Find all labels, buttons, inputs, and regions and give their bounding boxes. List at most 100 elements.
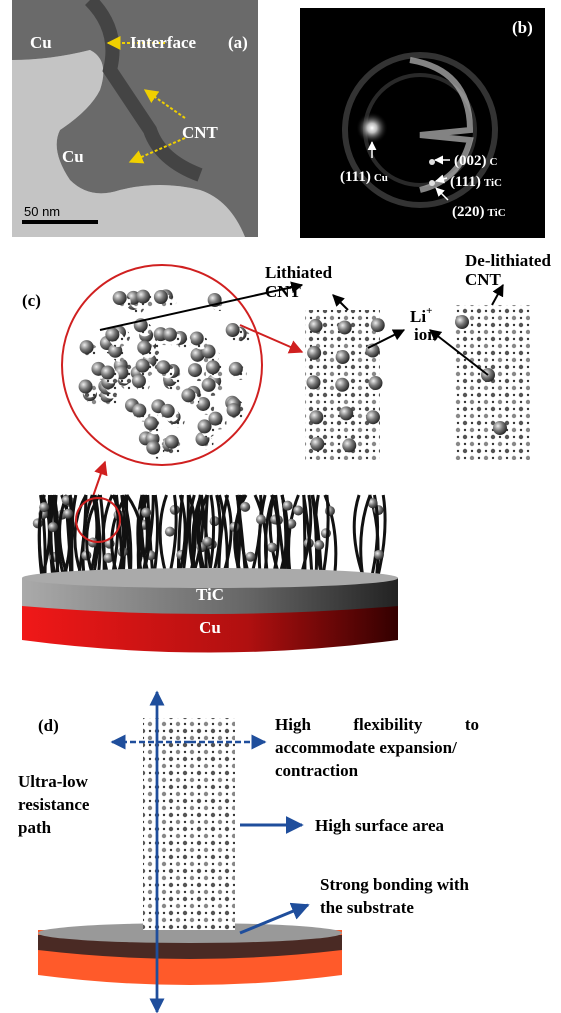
li-ion (39, 502, 49, 512)
label: Strong bonding with the substrate (320, 875, 470, 917)
li: Li (410, 307, 426, 326)
phase: C (490, 156, 498, 168)
li-ion (371, 318, 385, 332)
index: (220) (452, 204, 485, 220)
cnt-strand (209, 495, 213, 575)
li-ion (105, 328, 119, 342)
label: Cu (199, 618, 221, 637)
li-ion (113, 291, 127, 305)
spot-label: (111)TiC (450, 174, 502, 190)
li-ion (203, 537, 213, 547)
phase: TiC (484, 177, 502, 189)
charge: + (426, 305, 432, 317)
li-ion (336, 350, 350, 364)
li-ion (455, 315, 469, 329)
li-ion (165, 527, 175, 537)
li-ion (307, 346, 321, 360)
li-ion (79, 380, 93, 394)
li-ion (226, 323, 240, 337)
li-ion (369, 376, 383, 390)
cnt-strand (154, 495, 157, 575)
delithiated-cnt (455, 305, 530, 460)
li-ion (188, 363, 202, 377)
li-ion (339, 406, 353, 420)
phase: TiC (488, 207, 506, 219)
cnt-strand (361, 495, 370, 575)
line: contraction (275, 761, 359, 780)
li-ion (245, 552, 255, 562)
label: Interface (130, 33, 197, 52)
index: (111) (340, 169, 371, 185)
line: CNT (465, 270, 502, 289)
li-ion (190, 331, 204, 345)
li-ion (63, 509, 73, 519)
line: path (18, 818, 52, 837)
line: De-lithiated (465, 251, 551, 270)
li-ion (161, 404, 175, 418)
cnt-strand (206, 495, 208, 575)
label: ion (414, 325, 437, 344)
spot (429, 180, 435, 186)
spot (356, 112, 388, 144)
li-ion (141, 508, 151, 518)
li-ion (229, 362, 243, 376)
li-ion (227, 403, 241, 417)
label: Ultra-low resistance path (18, 772, 90, 837)
li-ion (314, 540, 324, 550)
line: CNT (265, 282, 302, 301)
li-ion (335, 378, 349, 392)
label: LithiatedCNT (265, 263, 333, 301)
scale-label: 50 nm (24, 204, 60, 219)
li-ion (206, 360, 220, 374)
arrow (333, 295, 348, 310)
line: Lithiated (265, 263, 333, 282)
li-ion (132, 374, 146, 388)
li-ion (144, 416, 158, 430)
li-ion (256, 515, 266, 525)
panel-b: (b) (111)Cu (002)C (111)TiC (220)TiC (300, 8, 545, 238)
spot-label: (111)Cu (340, 169, 388, 185)
li-ion (163, 328, 177, 342)
li-ion (342, 438, 356, 452)
li-ion (80, 340, 94, 354)
panel-a: Cu Interface (a) CNT Cu 50 nm (12, 0, 258, 237)
line: resistance (18, 795, 90, 814)
li-ion (309, 410, 323, 424)
label: High flexibility toaccommodate expansion… (275, 715, 479, 780)
line: accommodate expansion/ (275, 738, 457, 757)
li-ion (154, 290, 168, 304)
li-ion (240, 502, 250, 512)
label: Cu (30, 33, 52, 52)
li-ion (48, 522, 58, 532)
line: Ultra-low (18, 772, 89, 791)
li-ion (293, 506, 303, 516)
li-ion (267, 542, 277, 552)
li-ion (283, 501, 293, 511)
spot (429, 159, 435, 165)
li-ion (132, 403, 146, 417)
li-ion (338, 320, 352, 334)
li-ion (202, 378, 216, 392)
cnt-strand (160, 495, 166, 575)
cnt-forest (33, 495, 385, 575)
label: CNT (182, 123, 219, 142)
panel-label: (b) (512, 18, 533, 37)
figure: Cu Interface (a) CNT Cu 50 nm (b) (111)C… (0, 0, 561, 1013)
li-ion (493, 421, 507, 435)
spot-label: (220)TiC (452, 204, 506, 220)
li-ion (208, 412, 222, 426)
index: (002) (454, 153, 487, 169)
line: Strong bonding with (320, 875, 470, 894)
panel-label: (d) (38, 716, 59, 735)
li-ion (101, 366, 115, 380)
li-ion (156, 360, 170, 374)
spot-label: (002)C (454, 153, 498, 169)
label: TiC (196, 585, 224, 604)
panel-label: (a) (228, 33, 248, 52)
line: the substrate (320, 898, 414, 917)
label: Li+ (410, 305, 432, 326)
li-ion (137, 340, 151, 354)
li-ion (146, 441, 160, 455)
